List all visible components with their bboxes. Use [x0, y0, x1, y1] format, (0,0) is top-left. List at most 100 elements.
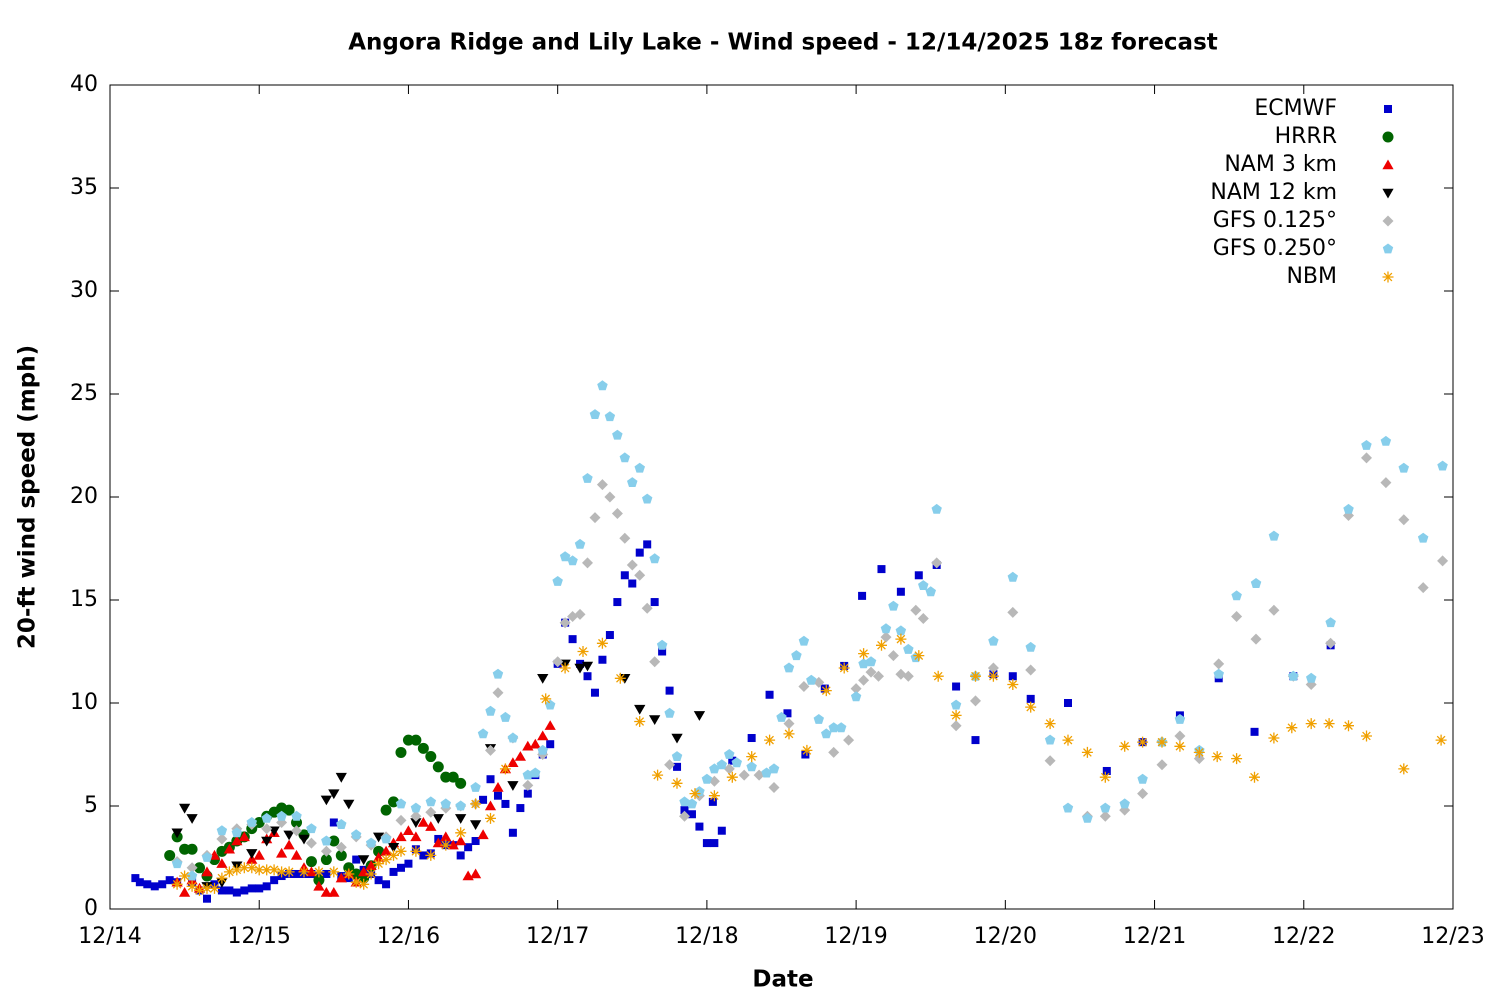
data-point — [209, 882, 220, 894]
data-point — [225, 886, 234, 895]
data-point — [470, 798, 482, 810]
data-point — [493, 791, 502, 800]
data-point — [1044, 734, 1056, 745]
data-point — [291, 810, 302, 821]
data-point — [382, 880, 391, 889]
data-point — [537, 744, 548, 755]
data-point — [589, 512, 601, 524]
data-point — [873, 670, 884, 682]
data-point — [410, 802, 422, 813]
x-tick-label: 12/16 — [377, 924, 440, 949]
data-point — [746, 751, 758, 763]
data-point — [1268, 732, 1280, 744]
data-point — [634, 569, 646, 581]
data-point — [507, 757, 519, 767]
data-point — [880, 623, 892, 634]
data-point — [1343, 720, 1354, 732]
y-tick-label: 40 — [70, 72, 98, 97]
data-point — [179, 803, 191, 814]
data-point — [747, 734, 756, 743]
data-point — [201, 852, 213, 862]
data-point — [455, 814, 467, 824]
data-point — [238, 831, 250, 842]
data-point — [850, 683, 862, 695]
data-point — [500, 711, 511, 722]
data-point — [913, 650, 925, 662]
data-point — [582, 473, 593, 483]
data-point — [708, 797, 717, 806]
data-point — [656, 639, 668, 650]
y-tick-label: 20 — [70, 484, 98, 509]
data-point — [404, 859, 413, 868]
data-point — [171, 858, 183, 869]
data-point — [395, 814, 407, 826]
data-point — [1306, 672, 1317, 683]
data-point — [858, 674, 870, 686]
data-point — [455, 835, 467, 846]
data-point — [987, 670, 999, 682]
data-point — [950, 720, 962, 732]
data-point — [402, 825, 415, 835]
data-point — [798, 681, 810, 692]
x-tick-label: 12/21 — [1123, 924, 1186, 949]
y-tick-label: 35 — [70, 175, 98, 200]
data-point — [440, 798, 451, 809]
data-point — [559, 617, 571, 629]
data-point — [642, 493, 653, 504]
data-point — [455, 827, 467, 839]
data-point — [903, 643, 914, 654]
data-point — [931, 557, 943, 569]
data-point — [765, 690, 774, 699]
data-point — [262, 882, 271, 891]
data-point — [432, 814, 444, 824]
data-point — [186, 870, 198, 881]
legend-marker — [1382, 271, 1394, 283]
data-point — [952, 682, 961, 691]
data-point — [738, 769, 750, 781]
legend-marker — [1382, 243, 1394, 254]
data-point — [336, 819, 347, 829]
data-point — [1174, 740, 1186, 752]
data-point — [932, 670, 944, 682]
data-point — [276, 810, 287, 821]
data-point — [716, 759, 727, 770]
data-point — [650, 598, 659, 607]
data-point — [365, 860, 377, 870]
data-point — [165, 876, 174, 885]
data-point — [858, 648, 870, 660]
data-point — [389, 867, 398, 876]
data-point — [1437, 555, 1449, 567]
x-tick-label: 12/18 — [675, 924, 738, 949]
legend-marker — [1382, 215, 1394, 227]
data-point — [306, 823, 317, 834]
data-point — [216, 833, 228, 845]
data-point — [276, 847, 288, 858]
data-point — [731, 757, 742, 768]
data-point — [499, 763, 511, 775]
data-point — [305, 837, 317, 849]
data-point — [649, 553, 660, 564]
data-point — [582, 557, 593, 569]
data-point — [283, 830, 295, 841]
data-point — [597, 380, 608, 391]
data-point — [1380, 435, 1392, 446]
data-point — [186, 843, 198, 855]
data-point — [1137, 788, 1149, 800]
data-point — [1398, 763, 1410, 775]
data-point — [1305, 718, 1317, 730]
x-tick-label: 12/14 — [78, 924, 141, 949]
data-point — [223, 866, 235, 878]
data-point — [425, 751, 437, 763]
data-point — [552, 576, 563, 586]
data-point — [761, 767, 772, 778]
data-point — [456, 851, 465, 860]
data-point — [201, 882, 213, 894]
data-point — [865, 666, 877, 678]
chart-title: Angora Ridge and Lily Lake - Wind speed … — [348, 30, 1218, 56]
data-point — [902, 670, 914, 682]
data-point — [1361, 730, 1372, 742]
data-point — [1007, 679, 1019, 690]
data-point — [261, 823, 273, 835]
data-point — [635, 548, 644, 557]
data-point — [686, 798, 698, 809]
